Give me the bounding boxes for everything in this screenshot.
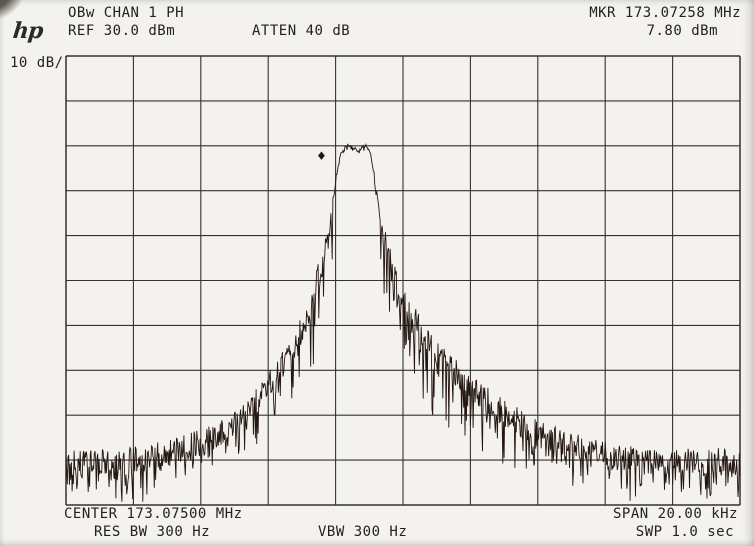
mode-readout: OBw CHAN 1 PH [68,5,185,21]
marker-freq-readout: MKR 173.07258 MHz [589,5,741,21]
video-bw-readout: VBW 300 Hz [318,524,408,540]
span-readout: SPAN 20.00 kHz [612,506,738,522]
marker-amp-readout: 7.80 dBm [646,23,718,39]
hp-logo: hp [11,18,44,44]
marker-diamond-icon [318,151,325,160]
sweep-time-readout: SWP 1.0 sec [635,524,734,540]
scale-per-div-readout: 10 dB/ [10,55,64,71]
graticule [65,55,741,506]
ref-level-readout: REF 30.0 dBm [68,23,176,39]
res-bw-readout: RES BW 300 Hz [94,524,211,540]
trace [65,143,741,502]
atten-readout: ATTEN 40 dB [252,23,351,39]
center-freq-readout: CENTER 173.07500 MHz [64,506,243,522]
